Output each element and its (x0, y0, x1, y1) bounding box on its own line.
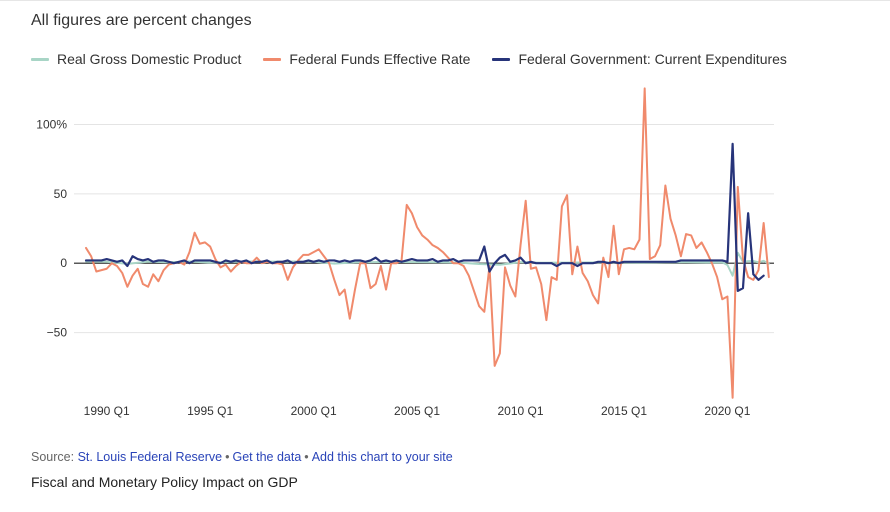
top-divider (0, 0, 890, 1)
legend-item-gov-expenditures[interactable]: Federal Government: Current Expenditures (492, 51, 787, 67)
legend-swatch-gdp (31, 57, 49, 61)
add-chart-link[interactable]: Add this chart to your site (311, 450, 453, 464)
source-link[interactable]: St. Louis Federal Reserve (77, 450, 223, 464)
separator-dot: • (304, 450, 309, 464)
chart-title: Fiscal and Monetary Policy Impact on GDP (31, 474, 298, 490)
source-label: Source: (31, 450, 75, 464)
chart-subtitle: All figures are percent changes (31, 12, 252, 29)
legend-swatch-fed-funds (263, 57, 282, 61)
y-tick-label: 100% (36, 117, 67, 131)
x-tick-label: 2005 Q1 (394, 404, 440, 418)
legend-item-gdp[interactable]: Real Gross Domestic Product (31, 51, 241, 67)
source-line: Source: St. Louis Federal Reserve • Get th… (31, 450, 453, 464)
separator-dot: • (225, 450, 230, 464)
get-data-link[interactable]: Get the data (232, 450, 302, 464)
x-tick-label: 2000 Q1 (291, 404, 337, 418)
x-tick-label: 2020 Q1 (704, 404, 750, 418)
series-line-fed-funds (85, 87, 770, 399)
legend-label-gov-expenditures: Federal Government: Current Expenditures (518, 51, 787, 67)
legend-swatch-gov-expenditures (492, 57, 511, 61)
x-tick-label: 1990 Q1 (84, 404, 130, 418)
legend-item-fed-funds[interactable]: Federal Funds Effective Rate (263, 51, 470, 67)
chart-legend: Real Gross Domestic Product Federal Fund… (31, 51, 787, 67)
y-tick-label: −50 (47, 326, 68, 340)
y-tick-label: 0 (60, 256, 67, 270)
legend-label-gdp: Real Gross Domestic Product (57, 51, 242, 67)
x-tick-label: 2010 Q1 (498, 404, 544, 418)
x-tick-label: 2015 Q1 (601, 404, 647, 418)
y-tick-label: 50 (54, 187, 68, 201)
x-tick-label: 1995 Q1 (187, 404, 233, 418)
series-line-gov-expenditures (84, 142, 765, 293)
legend-label-fed-funds: Federal Funds Effective Rate (289, 51, 471, 67)
